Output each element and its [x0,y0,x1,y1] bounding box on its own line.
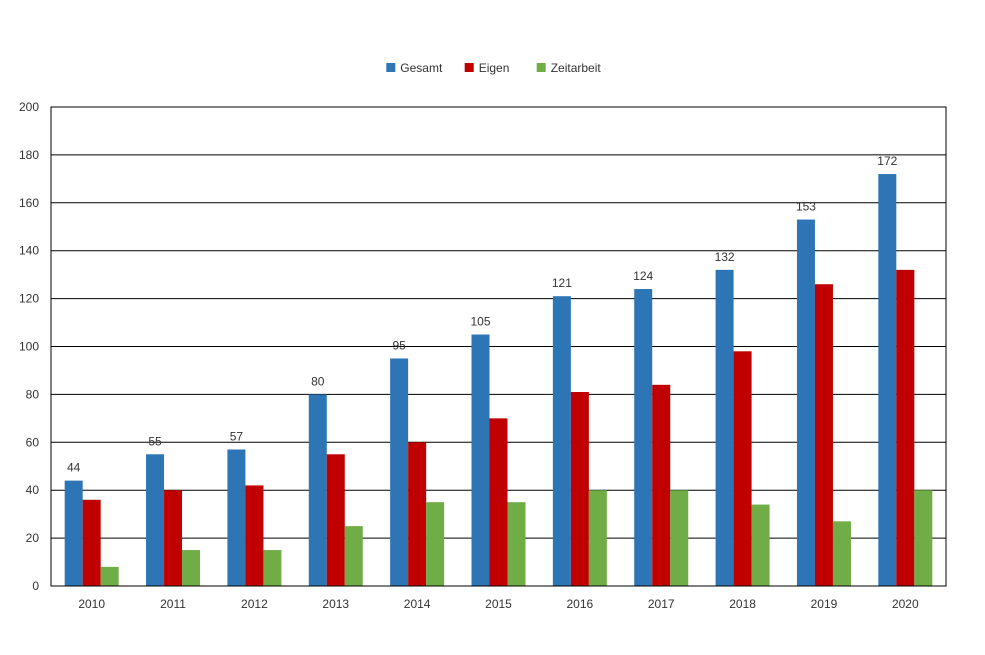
data-label: 44 [67,461,81,475]
legend-swatch [386,63,396,72]
x-tick-label: 2018 [729,597,756,611]
bar-zeitarbeit-2018 [751,504,770,586]
legend-item-zeitarbeit: Zeitarbeit [536,61,602,75]
bar-zeitarbeit-2010 [100,566,119,586]
bar-zeitarbeit-2012 [263,550,282,586]
y-tick-label: 200 [19,100,39,114]
bar-eigen-2017 [652,384,671,586]
bar-eigen-2015 [489,418,508,586]
y-tick-label: 20 [26,531,40,545]
data-label: 57 [230,429,244,443]
bar-eigen-2018 [733,351,752,586]
data-label: 55 [148,434,162,448]
bar-gesamt-2015 [471,334,490,586]
data-label: 124 [633,269,653,283]
y-tick-label: 0 [32,579,39,593]
bar-zeitarbeit-2019 [832,521,851,586]
bars [64,174,933,586]
x-tick-label: 2016 [567,597,594,611]
bar-eigen-2019 [814,284,833,586]
y-tick-label: 140 [19,244,39,258]
bar-gesamt-2014 [390,358,409,586]
data-label: 121 [552,276,572,290]
bar-gesamt-2017 [634,289,653,586]
bar-gesamt-2010 [64,480,83,586]
bar-zeitarbeit-2014 [426,502,445,586]
data-label: 95 [392,338,406,352]
x-tick-label: 2012 [241,597,268,611]
legend-swatch [464,63,474,72]
bar-zeitarbeit-2015 [507,502,526,586]
data-label: 80 [311,374,325,388]
x-tick-label: 2013 [322,597,349,611]
y-tick-label: 100 [19,340,39,354]
x-tick-label: 2011 [160,597,186,611]
bar-zeitarbeit-2016 [588,490,607,586]
y-tick-label: 160 [19,196,39,210]
x-tick-label: 2014 [404,597,431,611]
legend-item-gesamt: Gesamt [386,61,443,75]
legend-label: Eigen [479,61,510,75]
x-tick-label: 2020 [892,597,919,611]
bar-zeitarbeit-2011 [182,550,201,586]
legend-item-eigen: Eigen [464,61,510,75]
y-tick-label: 180 [19,148,39,162]
bar-zeitarbeit-2017 [670,490,689,586]
x-tick-label: 2019 [811,597,838,611]
bar-eigen-2016 [570,392,589,586]
bar-gesamt-2011 [146,454,165,586]
bar-gesamt-2012 [227,449,246,586]
bar-gesamt-2020 [878,174,897,586]
bar-eigen-2014 [408,442,427,586]
data-label: 105 [470,315,490,329]
data-label: 153 [796,200,816,214]
data-labels: 44 55 57 80 95 105 121 124 132 153 172 [67,154,898,475]
plot-frame [50,106,947,587]
y-tick-label: 120 [19,292,39,306]
data-label: 172 [877,154,897,168]
bar-eigen-2011 [164,490,183,586]
y-tick-label: 60 [26,435,40,449]
x-tick-label: 2010 [78,597,105,611]
bar-gesamt-2019 [796,219,815,586]
legend: Gesamt Eigen Zeitarbeit [386,61,601,75]
bar-eigen-2020 [896,269,915,586]
legend-label: Gesamt [400,61,443,75]
x-tick-label: 2015 [485,597,512,611]
y-tick-label: 40 [26,483,40,497]
bar-gesamt-2016 [552,296,571,586]
legend-swatch [536,63,546,72]
x-tick-label: 2017 [648,597,675,611]
legend-label: Zeitarbeit [551,61,602,75]
data-label: 132 [715,250,735,264]
y-tick-label: 80 [26,387,40,401]
bar-zeitarbeit-2020 [914,490,933,586]
bar-eigen-2012 [245,485,264,586]
axes: 0 20 40 60 80 100 120 140 160 180 200 2010 2011 2012 2… [19,100,947,611]
bar-zeitarbeit-2013 [344,526,363,586]
bar-eigen-2013 [326,454,345,586]
bar-gesamt-2018 [715,269,734,586]
bar-eigen-2010 [82,499,101,586]
bar-gesamt-2013 [308,394,327,586]
